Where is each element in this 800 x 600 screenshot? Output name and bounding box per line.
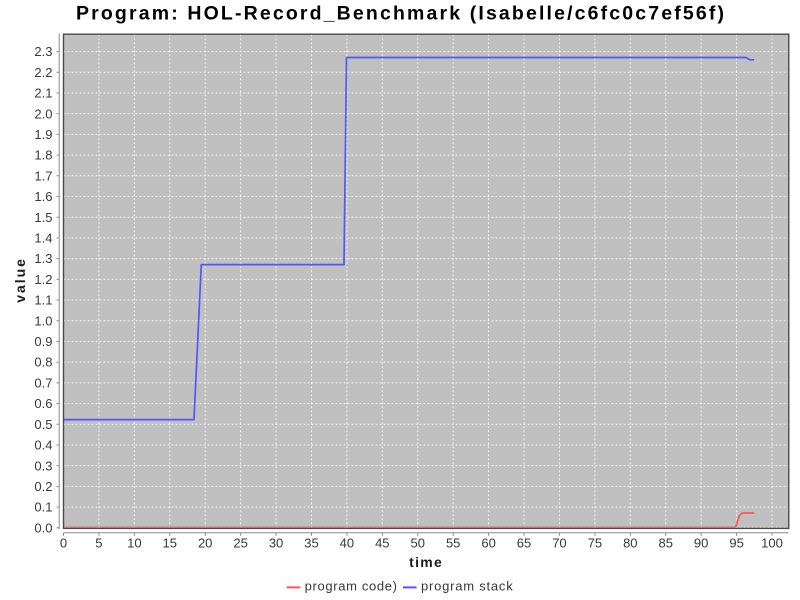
svg-text:2.0: 2.0 (34, 106, 52, 121)
svg-text:75: 75 (588, 536, 602, 551)
svg-text:0.6: 0.6 (34, 396, 52, 411)
svg-text:1.1: 1.1 (34, 293, 52, 308)
svg-text:0.1: 0.1 (34, 500, 52, 515)
svg-text:70: 70 (552, 536, 566, 551)
svg-text:40: 40 (340, 536, 354, 551)
svg-text:2.2: 2.2 (34, 65, 52, 80)
svg-text:2.1: 2.1 (34, 86, 52, 101)
svg-text:0.4: 0.4 (34, 438, 52, 453)
svg-text:0: 0 (60, 536, 67, 551)
svg-text:1.8: 1.8 (34, 148, 52, 163)
svg-text:time: time (409, 554, 442, 570)
svg-text:85: 85 (658, 536, 672, 551)
svg-text:program code): program code) (305, 578, 397, 593)
svg-text:5: 5 (95, 536, 102, 551)
svg-text:30: 30 (269, 536, 283, 551)
svg-text:50: 50 (411, 536, 425, 551)
svg-text:value: value (12, 259, 28, 303)
svg-text:20: 20 (198, 536, 212, 551)
svg-text:0.5: 0.5 (34, 417, 52, 432)
svg-text:90: 90 (694, 536, 708, 551)
svg-text:60: 60 (481, 536, 495, 551)
svg-text:0.0: 0.0 (34, 520, 52, 535)
svg-text:95: 95 (729, 536, 743, 551)
svg-text:0.2: 0.2 (34, 479, 52, 494)
svg-text:10: 10 (127, 536, 141, 551)
svg-text:35: 35 (304, 536, 318, 551)
svg-text:1.3: 1.3 (34, 251, 52, 266)
svg-text:1.2: 1.2 (34, 272, 52, 287)
svg-text:Program: HOL-Record_Benchmark: Program: HOL-Record_Benchmark (Isabelle/… (76, 2, 724, 24)
svg-text:0.8: 0.8 (34, 355, 52, 370)
svg-text:80: 80 (623, 536, 637, 551)
svg-text:1.4: 1.4 (34, 231, 52, 246)
svg-text:100: 100 (761, 536, 783, 551)
svg-text:0.7: 0.7 (34, 375, 52, 390)
svg-text:65: 65 (517, 536, 531, 551)
svg-text:1.7: 1.7 (34, 168, 52, 183)
svg-text:0.9: 0.9 (34, 334, 52, 349)
svg-text:15: 15 (163, 536, 177, 551)
svg-text:55: 55 (446, 536, 460, 551)
svg-text:1.6: 1.6 (34, 189, 52, 204)
svg-text:45: 45 (375, 536, 389, 551)
svg-text:25: 25 (233, 536, 247, 551)
svg-text:1.0: 1.0 (34, 313, 52, 328)
svg-text:2.3: 2.3 (34, 44, 52, 59)
svg-text:1.9: 1.9 (34, 127, 52, 142)
svg-text:program stack: program stack (421, 578, 513, 593)
svg-text:1.5: 1.5 (34, 210, 52, 225)
svg-text:0.3: 0.3 (34, 458, 52, 473)
